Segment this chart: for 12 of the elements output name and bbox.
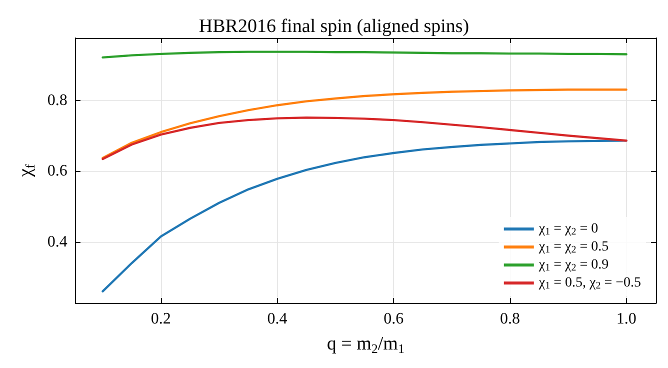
x-tick-label: 0.4 <box>267 310 288 328</box>
y-tick-label: 0.4 <box>47 233 68 250</box>
y-tick-label: 0.8 <box>47 92 68 109</box>
chart-title: HBR2016 final spin (aligned spins) <box>198 16 470 37</box>
line-series <box>102 116 628 160</box>
x-tick-label: 0.6 <box>384 310 404 328</box>
y-tick-label: 0.6 <box>47 162 68 180</box>
y-axis-title: χf <box>15 163 38 178</box>
x-tick-label: 0.8 <box>500 310 520 328</box>
line-series <box>102 88 628 160</box>
x-tick-label: 0.2 <box>150 310 171 328</box>
x-tick-label: 1.0 <box>616 310 636 328</box>
